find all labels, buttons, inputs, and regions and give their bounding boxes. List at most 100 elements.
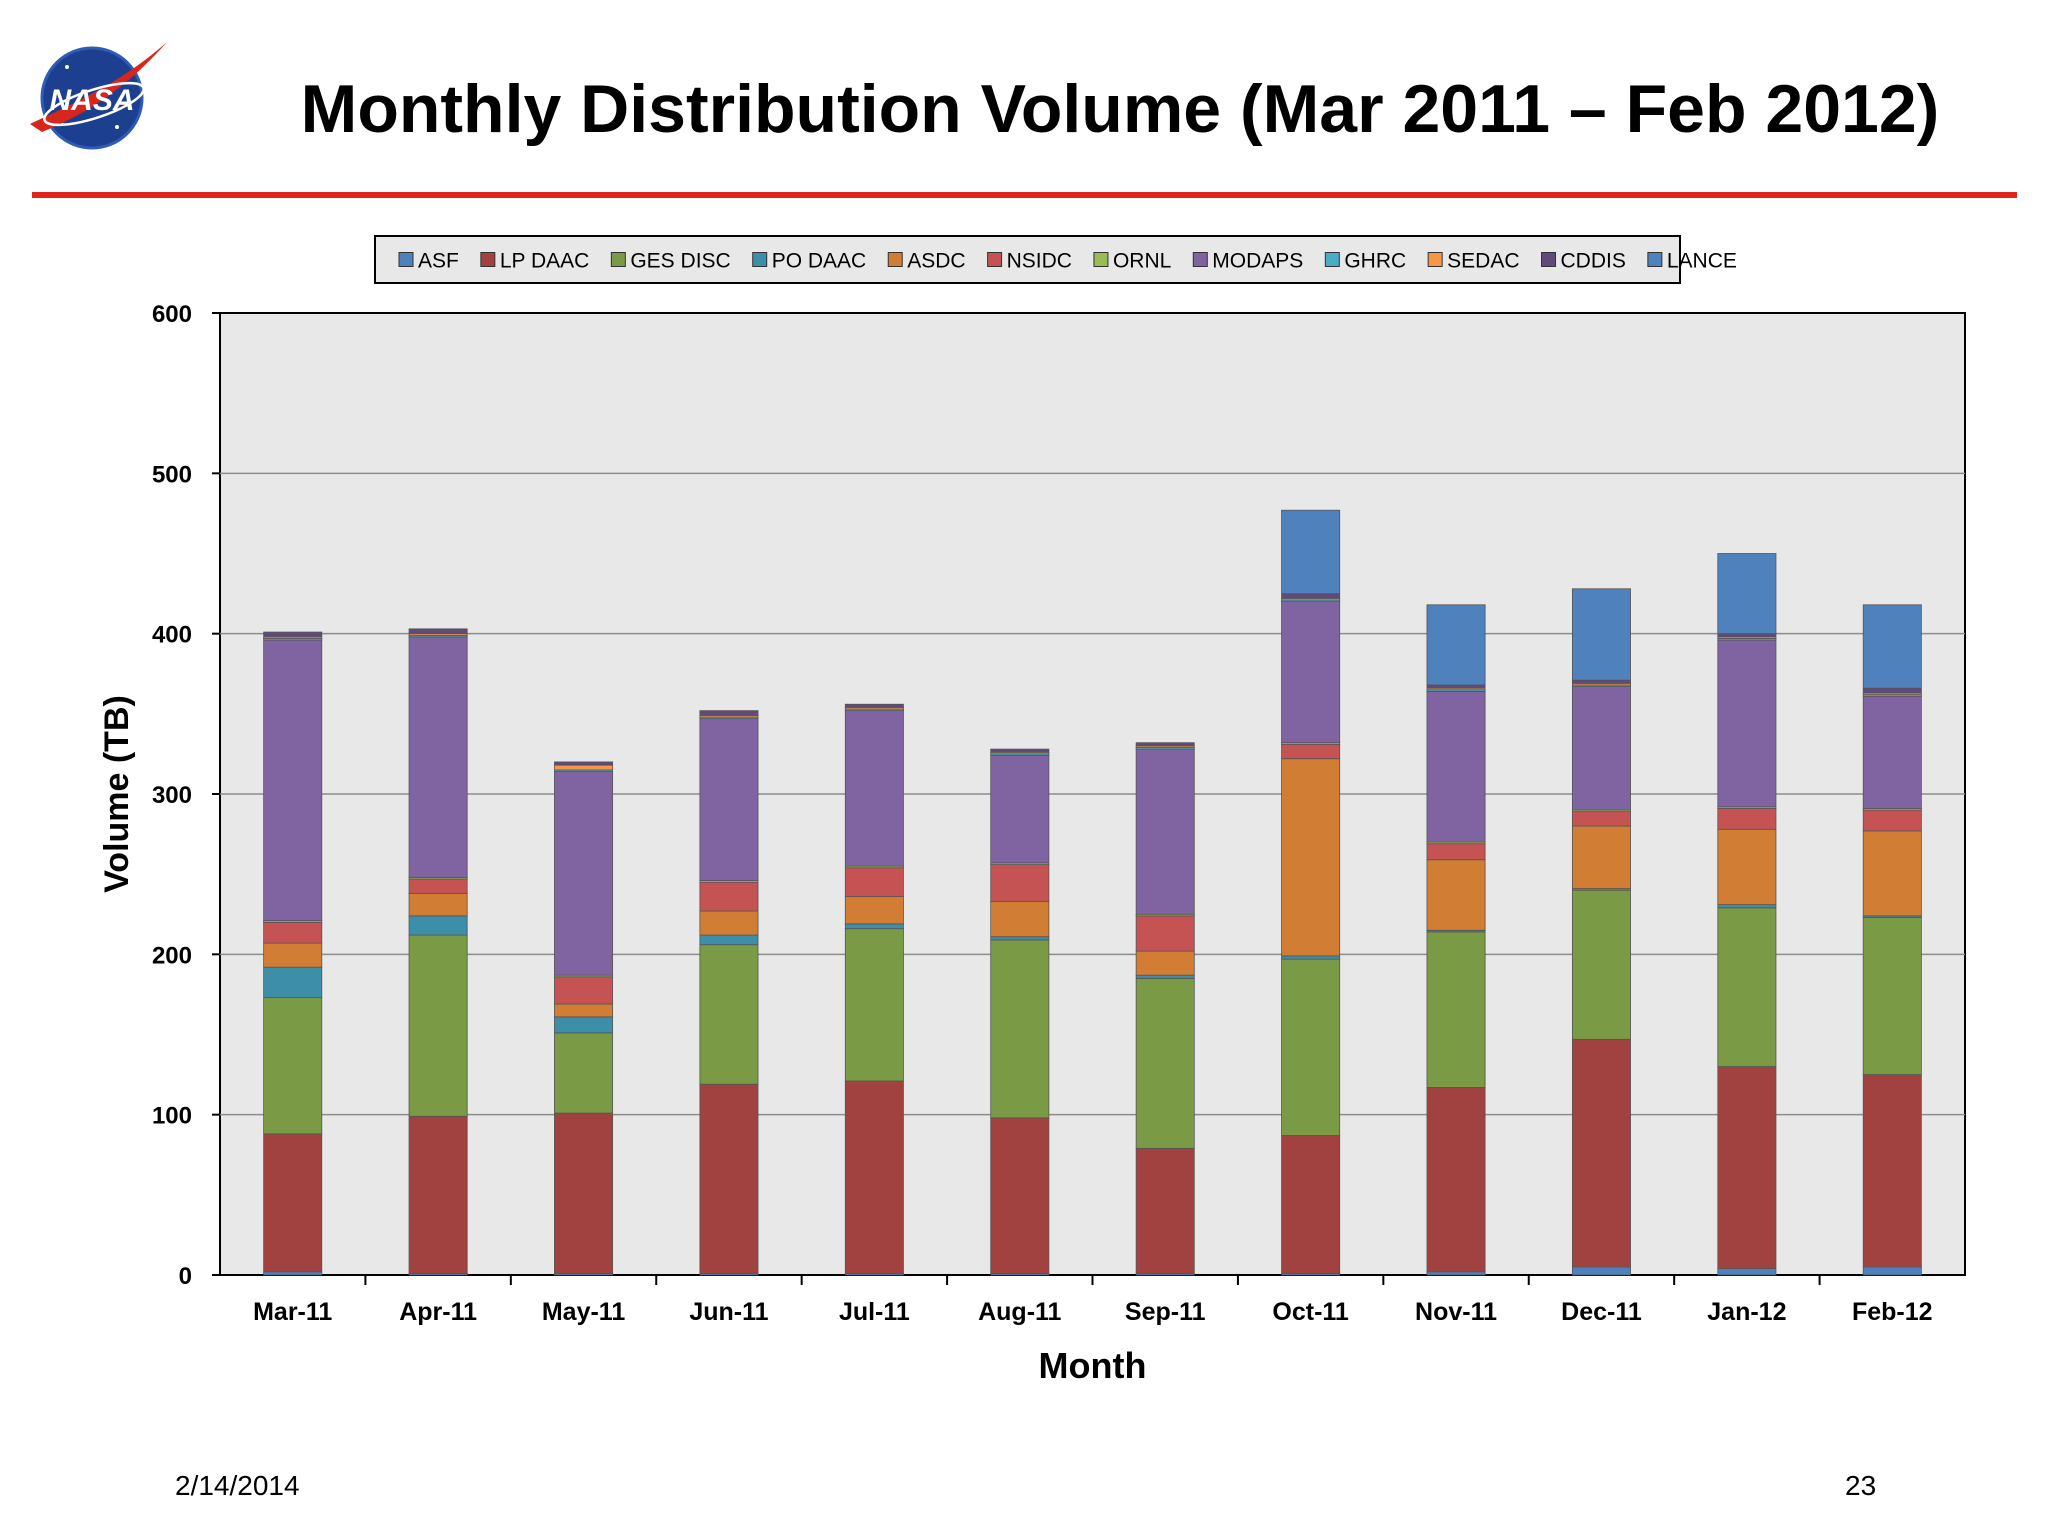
x-axis-title: Month <box>1039 1345 1147 1386</box>
legend-swatch <box>1541 252 1557 267</box>
bar-segment <box>1862 1266 1922 1276</box>
y-tick-label: 100 <box>152 1103 192 1130</box>
legend-label: LP DAAC <box>500 250 590 273</box>
bar-segment <box>844 896 904 925</box>
bar-segment <box>1717 1066 1777 1269</box>
y-tick-label: 600 <box>152 301 192 328</box>
bar-segment <box>990 1117 1050 1274</box>
x-tick-label: Jul-11 <box>839 1298 910 1326</box>
bar-segment <box>408 628 468 635</box>
bar-segment <box>408 1115 468 1274</box>
bar-segment <box>1571 1266 1631 1276</box>
bar-segment <box>1281 601 1341 744</box>
bar-segment <box>263 942 323 968</box>
bar-segment <box>1862 917 1922 1075</box>
bar-segment <box>1426 604 1486 686</box>
legend-label: ASDC <box>907 250 965 273</box>
bar-segment <box>554 1003 614 1018</box>
bar-segment <box>1571 679 1631 684</box>
bar-segment <box>1135 977 1195 1149</box>
x-tick-label: Sep-11 <box>1125 1298 1206 1326</box>
bar-segment <box>554 976 614 1005</box>
bar-segment <box>699 710 759 716</box>
bar-segment <box>1426 1087 1486 1273</box>
x-tick-label: Nov-11 <box>1415 1298 1497 1326</box>
bar-segment <box>990 864 1050 902</box>
bar-segment <box>990 755 1050 864</box>
stacked-bar-chart: 0 100 200 300 400 500 600 Mar-11 Apr-11 May-11 Jun… <box>98 235 1966 1386</box>
bar-segment <box>990 901 1050 938</box>
legend-swatch <box>610 252 626 267</box>
bar-segment <box>1281 958 1341 1136</box>
slide-title: Monthly Distribution Volume (Mar 2011 – … <box>300 71 1940 147</box>
bar-segment <box>554 1032 614 1114</box>
bar-segment <box>1135 742 1195 747</box>
slide-date: 2/14/2014 <box>175 1470 300 1501</box>
legend-label: CDDIS <box>1561 250 1626 273</box>
y-tick-label: 300 <box>152 782 192 809</box>
bar-segment <box>1862 687 1922 694</box>
bar-segment <box>408 636 468 878</box>
bar-segment <box>844 703 904 708</box>
bar-segment <box>1717 1268 1777 1276</box>
bar-segment <box>263 1133 323 1273</box>
bar-segment <box>554 764 614 771</box>
legend-label: GHRC <box>1344 250 1406 273</box>
bar-segment <box>1281 758 1341 957</box>
bar-segment <box>263 997 323 1135</box>
y-tick-label: 200 <box>152 942 192 969</box>
bar-segment <box>1717 553 1777 635</box>
legend-label: GES DISC <box>630 250 730 273</box>
bar-segment <box>844 710 904 867</box>
legend-swatch <box>1093 252 1109 267</box>
legend-label: SEDAC <box>1447 250 1519 273</box>
slide-page-number: 23 <box>1845 1470 1877 1501</box>
bar-segment <box>1426 684 1486 689</box>
bar-segment <box>263 966 323 999</box>
legend-swatch <box>1427 252 1443 267</box>
bar-segment <box>1862 604 1922 689</box>
bar-segment <box>1571 889 1631 1040</box>
y-tick-label: 0 <box>179 1263 192 1290</box>
nasa-logo: NASA <box>30 42 167 150</box>
bar-segment <box>1717 907 1777 1067</box>
bar-segment <box>263 921 323 944</box>
x-tick-label: Apr-11 <box>399 1298 477 1326</box>
bar-segment <box>263 631 323 638</box>
x-tick-label: Jan-12 <box>1707 1298 1786 1326</box>
bar-segment <box>1717 639 1777 808</box>
bar-segment <box>554 1016 614 1034</box>
bar-segment <box>1426 1271 1486 1276</box>
bar-segment <box>554 1112 614 1274</box>
bar-segment <box>990 939 1050 1119</box>
bar-segment <box>1281 509 1341 594</box>
bar-segment <box>408 934 468 1117</box>
legend-swatch <box>480 252 496 267</box>
bar-segment <box>554 771 614 976</box>
bar-segment <box>1862 695 1922 809</box>
bar-segment <box>408 878 468 894</box>
legend-swatch <box>1647 252 1663 267</box>
x-tick-label: Feb-12 <box>1852 1298 1933 1326</box>
y-tick-label: 400 <box>152 622 192 649</box>
bar-segment <box>1426 931 1486 1088</box>
bar-segment <box>408 915 468 936</box>
bar-segment <box>1571 811 1631 827</box>
svg-text:NASA: NASA <box>49 84 134 117</box>
legend-swatch <box>752 252 768 267</box>
bar-segment <box>408 893 468 917</box>
x-tick-label: May-11 <box>542 1298 625 1326</box>
bar-segment <box>1717 904 1777 909</box>
bar-segment <box>699 718 759 881</box>
legend-label: ASF <box>418 250 459 273</box>
bar-segment <box>1426 843 1486 861</box>
bar-segment <box>1862 809 1922 832</box>
bar-segment <box>1135 950 1195 976</box>
bar-segment <box>844 867 904 898</box>
y-tick-label: 500 <box>152 461 192 488</box>
bar-segment <box>1281 1135 1341 1274</box>
y-axis-title: Volume (TB) <box>98 695 136 893</box>
bar-segment <box>1862 1074 1922 1268</box>
bar-segment <box>699 910 759 936</box>
